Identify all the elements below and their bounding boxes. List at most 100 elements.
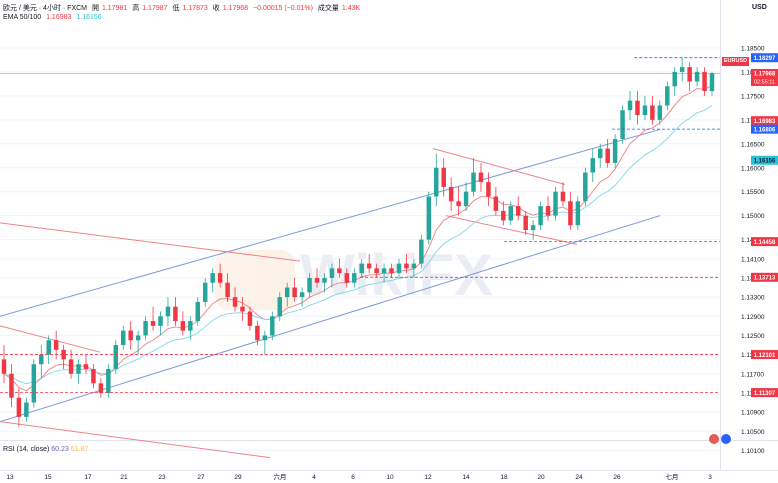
candle-body <box>508 206 514 221</box>
candle-body <box>448 186 454 202</box>
candle-body <box>709 73 715 92</box>
candle-body <box>590 158 595 173</box>
candle-body <box>113 345 119 369</box>
candle-body <box>404 263 409 269</box>
x-tick-label: 26 <box>613 474 621 481</box>
candle-body <box>329 268 335 278</box>
high-value: 1.17987 <box>142 5 168 12</box>
price-label-box <box>751 68 778 86</box>
candle-body <box>389 268 394 274</box>
price-label: 1.16806 <box>754 127 776 133</box>
close-value: 1.17968 <box>222 5 249 12</box>
ema100-line <box>3 105 713 385</box>
candle-body <box>337 268 342 274</box>
x-tick-label: 29 <box>234 474 242 481</box>
candle-body <box>374 268 379 274</box>
candle-body <box>583 172 588 202</box>
candle-body <box>426 196 432 240</box>
change-value: −0.00015 (−0.01%) <box>253 5 313 12</box>
open-value: 1.17981 <box>101 5 128 12</box>
x-tick-label: 12 <box>424 474 432 481</box>
price-label: 1.16156 <box>754 158 776 164</box>
ema-label: EMA 50/100 <box>3 14 42 21</box>
x-tick-label: 18 <box>500 474 508 481</box>
y-tick-label: 1.15500 <box>741 189 765 196</box>
candle-body <box>53 340 59 350</box>
candle-body <box>180 321 186 331</box>
red-wedge-line <box>432 148 566 186</box>
candle-body <box>1 359 7 374</box>
y-tick-label: 1.10500 <box>741 429 765 436</box>
time-axis[interactable]: 13 15 17 21 23 27 29 六月 4 6 10 12 14 18 20 24 26 七月 3 <box>6 472 712 481</box>
candle-body <box>165 306 171 317</box>
ema50-line <box>3 85 713 392</box>
x-tick-label: 3 <box>708 474 712 481</box>
x-tick-label: 6 <box>351 474 355 481</box>
candle-body <box>612 139 618 163</box>
red-trend-line <box>0 325 101 353</box>
price-label-box <box>751 237 778 247</box>
rsi-legend[interactable]: RSI (14, close) 60.23 61.87 <box>3 446 88 453</box>
candle-body <box>61 349 66 360</box>
candle-body <box>91 368 96 384</box>
candle-body <box>76 364 81 374</box>
price-label: 1.14458 <box>754 240 776 246</box>
candle-body <box>158 316 163 326</box>
candle-body <box>530 225 536 231</box>
low-value: 1.17873 <box>182 5 208 12</box>
candle-body <box>307 277 312 293</box>
candle-body <box>83 364 89 369</box>
candle-body <box>679 67 685 72</box>
candle-body <box>560 191 566 202</box>
candle-body <box>411 263 417 269</box>
y-tick-label: 1.11700 <box>741 371 764 378</box>
candle-body <box>292 287 297 298</box>
red-trend-line <box>0 222 301 262</box>
candle-body <box>217 273 223 283</box>
y-tick-label: 1.16000 <box>741 165 765 172</box>
volume-value: 1.43K <box>341 5 361 12</box>
candle-body <box>471 172 476 192</box>
candle-body <box>299 292 305 298</box>
candle-body <box>24 402 29 417</box>
candle-body <box>538 206 543 226</box>
candle-body <box>478 172 484 183</box>
x-tick-label: 4 <box>312 474 316 481</box>
x-tick-label: 13 <box>6 474 14 481</box>
price-label-box <box>751 388 778 398</box>
candle-body <box>270 316 275 336</box>
candle-body <box>575 201 581 226</box>
candles <box>1 57 715 427</box>
candle-body <box>657 105 663 120</box>
candle-body <box>366 263 372 269</box>
candle-body <box>150 321 156 326</box>
price-label-box <box>751 124 778 134</box>
candle-body <box>46 340 51 355</box>
candle-body <box>635 100 640 116</box>
channel-upper-line <box>0 128 661 317</box>
currency-label[interactable]: USD <box>752 4 767 11</box>
candle-body <box>553 191 558 216</box>
x-tick-label: 10 <box>386 474 394 481</box>
candle-body <box>463 191 469 207</box>
candle-body <box>597 148 603 159</box>
candle-body <box>672 71 677 87</box>
price-label: 1.17968 <box>754 72 776 78</box>
y-tick-label: 1.12900 <box>741 314 765 321</box>
price-label: 1.16983 <box>754 119 776 125</box>
countdown-label: 02:55:11 <box>754 79 775 85</box>
flag-icon[interactable] <box>709 434 731 444</box>
ohlc-header: 欧元 / 美元 · 4小时 · FXCM 開 1.17981 高 1.17987 低… <box>3 5 361 12</box>
candle-body <box>262 335 268 341</box>
candle-body <box>9 373 14 398</box>
price-label-box <box>751 116 778 126</box>
symbol-tag: EURUSD <box>722 57 749 66</box>
ema-legend[interactable]: EMA 50/100 1.16983 1.16156 <box>3 14 105 21</box>
candle-body <box>31 364 37 403</box>
candle-body <box>381 268 387 274</box>
candle-body <box>314 277 320 283</box>
candle-body <box>135 335 141 341</box>
candle-body <box>322 277 327 283</box>
candle-body <box>501 210 506 221</box>
